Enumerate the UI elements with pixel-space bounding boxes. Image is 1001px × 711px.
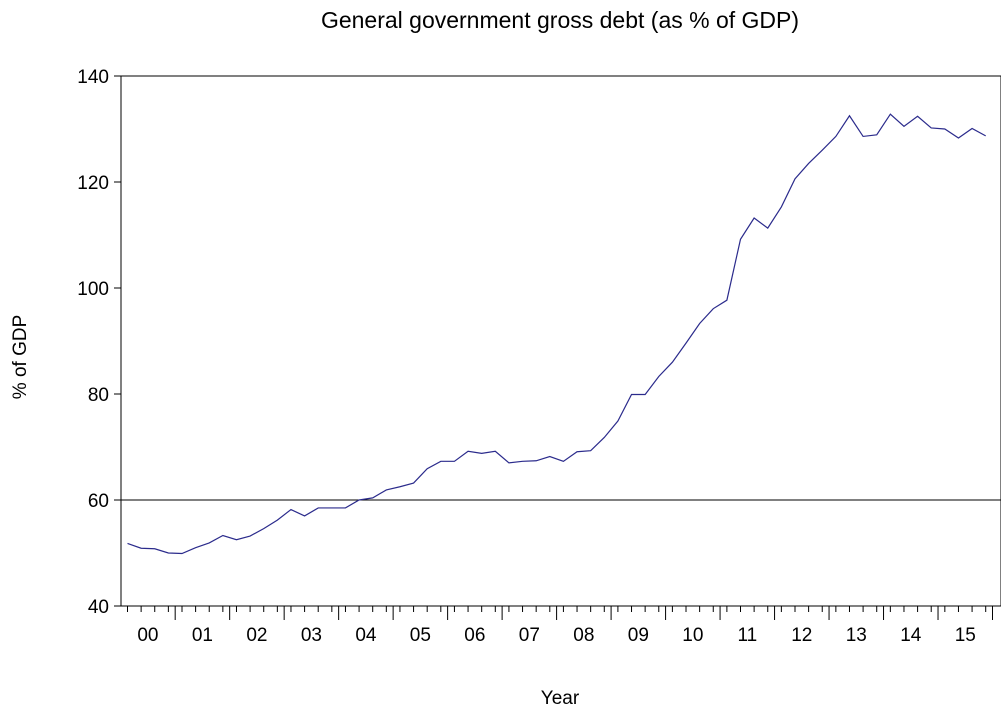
x-tick-label: 01	[192, 625, 213, 646]
x-tick-label: 05	[410, 625, 431, 646]
x-tick-label: 12	[791, 625, 812, 646]
x-tick-label: 15	[955, 625, 976, 646]
x-tick-label: 04	[355, 625, 377, 646]
y-tick-label: 40	[88, 597, 109, 618]
x-tick-label: 11	[737, 625, 757, 646]
x-tick-label: 07	[519, 625, 540, 646]
y-axis: 40 60 80 100 120 140	[77, 67, 121, 618]
x-tick-label: 06	[464, 625, 485, 646]
x-tick-label: 13	[846, 625, 867, 646]
x-tick-label: 00	[137, 625, 158, 646]
x-tick-label: 09	[628, 625, 649, 646]
x-axis-label: Year	[541, 688, 580, 709]
x-tick-label: 02	[246, 625, 267, 646]
series-line	[127, 113, 986, 555]
y-tick-label: 80	[88, 385, 109, 406]
x-tick-label: 08	[573, 625, 594, 646]
y-tick-label: 120	[77, 173, 109, 194]
y-tick-label: 100	[77, 279, 109, 300]
y-axis-label: % of GDP	[10, 315, 31, 399]
y-tick-label: 60	[88, 491, 109, 512]
x-axis: 00 01 02 03 04 05 06 07 08 09 10 11 12 13 14 15	[127, 606, 994, 646]
x-tick-label: 03	[301, 625, 322, 646]
x-tick-label: 10	[682, 625, 703, 646]
plot-area	[120, 75, 1001, 607]
chart-title: General government gross debt (as % of G…	[321, 7, 799, 33]
x-tick-label: 14	[900, 625, 922, 646]
y-tick-label: 140	[77, 67, 109, 88]
